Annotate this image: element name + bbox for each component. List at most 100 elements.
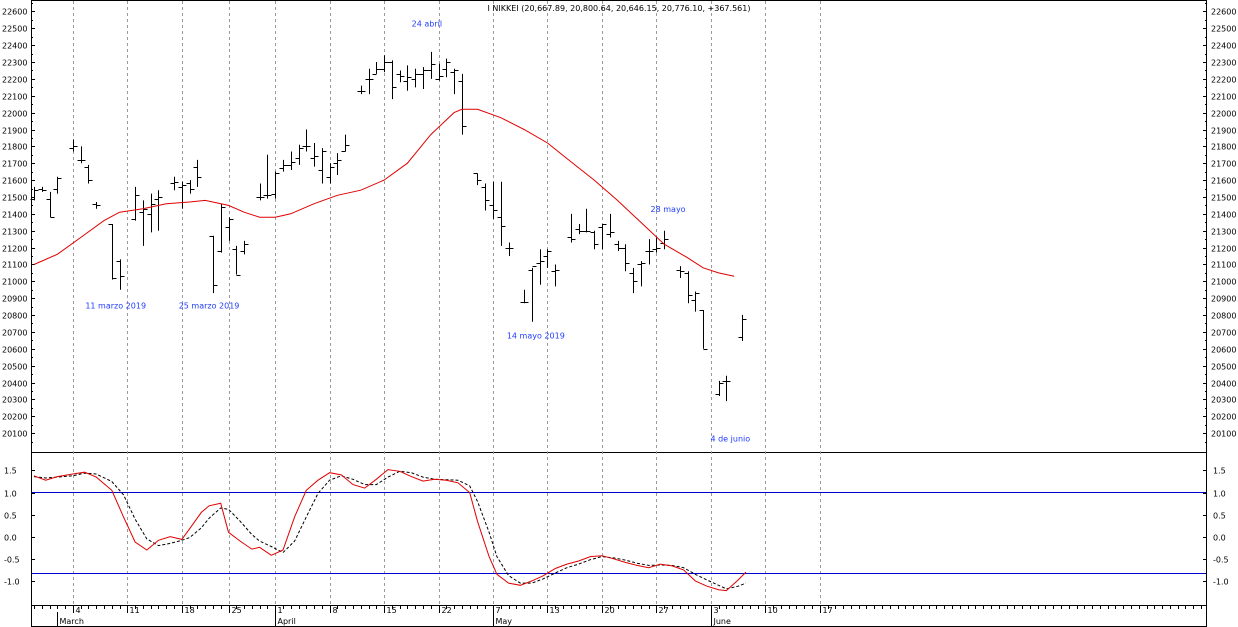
y-tick-label-left: 21600 bbox=[2, 177, 27, 186]
y-tick-label-right: 20200 bbox=[1211, 413, 1236, 422]
y-tick-label-right: 22200 bbox=[1211, 76, 1236, 85]
y-tick-label-right: 22100 bbox=[1211, 93, 1236, 102]
x-tick-label: 20 bbox=[605, 606, 615, 615]
y-tick-label-right: 21900 bbox=[1211, 127, 1236, 136]
y-tick-label-left: 21200 bbox=[2, 245, 27, 254]
month-label: March bbox=[60, 617, 84, 626]
y-tick-label-left: 20200 bbox=[2, 413, 27, 422]
y-tick-label-left: 22500 bbox=[2, 25, 27, 34]
moving-average-line bbox=[33, 108, 735, 277]
y-tick-label-right: 21800 bbox=[1211, 143, 1236, 152]
y-tick-label-left: 22400 bbox=[2, 42, 27, 51]
y-tick-label-right: 21700 bbox=[1211, 160, 1236, 169]
y-tick-label-right: 21500 bbox=[1211, 194, 1236, 203]
x-tick-label: 8 bbox=[333, 606, 338, 615]
y-tick-label-right: 20100 bbox=[1211, 430, 1236, 439]
x-tick-label: 1 bbox=[278, 606, 283, 615]
annotation-label: 28 mayo bbox=[651, 205, 686, 214]
y-tick-label-left: 22300 bbox=[2, 59, 27, 68]
y-tick-label-right: 22000 bbox=[1211, 110, 1236, 119]
osc-tick-label-right: 1.0 bbox=[1213, 490, 1226, 499]
y-tick-label-right: 22500 bbox=[1211, 25, 1236, 34]
y-tick-label-left: 20300 bbox=[2, 396, 27, 405]
y-tick-label-right: 20400 bbox=[1211, 380, 1236, 389]
y-tick-label-left: 20400 bbox=[2, 380, 27, 389]
x-tick-label: 15 bbox=[387, 606, 397, 615]
y-tick-label-right: 21600 bbox=[1211, 177, 1236, 186]
osc-tick-label-right: -0.5 bbox=[1213, 556, 1229, 565]
y-tick-label-left: 22200 bbox=[2, 76, 27, 85]
x-tick-label: 25 bbox=[232, 606, 242, 615]
y-tick-label-right: 20600 bbox=[1211, 346, 1236, 355]
y-tick-label-left: 21500 bbox=[2, 194, 27, 203]
osc-tick-label-left: 1.0 bbox=[4, 490, 17, 499]
price-panel-frame bbox=[31, 0, 1207, 453]
osc-tick-label-left: 0.5 bbox=[4, 512, 17, 521]
annotation-label: 24 abril bbox=[412, 20, 442, 29]
oscillator-y-axis: -1.0 -1.0 -0.5 -0.5 0.0 0.0 0.5 0.5 1.0 1.0 1.5 1.5 bbox=[4, 467, 1229, 587]
y-tick-label-right: 20900 bbox=[1211, 295, 1236, 304]
annotation-label: 14 mayo 2019 bbox=[507, 332, 565, 341]
osc-tick-label-left: 0.0 bbox=[4, 534, 17, 543]
osc-tick-label-left: -1.0 bbox=[4, 578, 20, 587]
osc-tick-label-right: -1.0 bbox=[1213, 578, 1229, 587]
y-tick-label-right: 20300 bbox=[1211, 396, 1236, 405]
chart-title: I NIKKEI (20,667.89, 20,800.64, 20,646.1… bbox=[488, 4, 751, 13]
month-label: May bbox=[496, 617, 513, 626]
y-tick-label-left: 21900 bbox=[2, 127, 27, 136]
y-tick-label-right: 22300 bbox=[1211, 59, 1236, 68]
y-tick-label-left: 21700 bbox=[2, 160, 27, 169]
annotations: 11 marzo 2019 25 marzo 2019 24 abril 14 may… bbox=[85, 20, 750, 444]
oscillator-signal-line bbox=[33, 470, 747, 590]
x-tick-label: 18 bbox=[185, 606, 195, 615]
y-tick-label-left: 21100 bbox=[2, 261, 27, 270]
y-tick-label-left: 20500 bbox=[2, 363, 27, 372]
y-tick-label-right: 21100 bbox=[1211, 261, 1236, 270]
y-tick-label-right: 20800 bbox=[1211, 312, 1236, 321]
oscillator-panel-frame bbox=[31, 452, 1207, 606]
ohlc-bars bbox=[30, 51, 747, 402]
x-tick-label: 3 bbox=[714, 606, 719, 615]
annotation-label: 4 de junio bbox=[710, 435, 750, 444]
vertical-grid bbox=[73, 1, 821, 605]
y-tick-label-left: 21000 bbox=[2, 278, 27, 287]
y-tick-label-right: 21200 bbox=[1211, 245, 1236, 254]
y-tick-label-right: 21400 bbox=[1211, 211, 1236, 220]
y-tick-label-left: 21300 bbox=[2, 228, 27, 237]
y-tick-label-left: 20700 bbox=[2, 329, 27, 338]
y-tick-label-left: 22000 bbox=[2, 110, 27, 119]
oscillator-threshold-lines bbox=[32, 492, 1206, 574]
y-tick-label-left: 22100 bbox=[2, 93, 27, 102]
x-tick-label: 17 bbox=[823, 606, 833, 615]
price-y-axis: 20100 20100 20200 20200 20300 20300 20400 20400… bbox=[2, 3, 1236, 443]
y-tick-label-left: 20100 bbox=[2, 430, 27, 439]
month-label: April bbox=[278, 617, 296, 626]
y-tick-label-left: 20600 bbox=[2, 346, 27, 355]
y-tick-label-right: 22600 bbox=[1211, 8, 1236, 17]
y-tick-label-right: 20500 bbox=[1211, 363, 1236, 372]
y-tick-label-right: 22400 bbox=[1211, 42, 1236, 51]
osc-tick-label-left: -0.5 bbox=[4, 556, 20, 565]
x-tick-label: 13 bbox=[550, 606, 560, 615]
y-tick-label-left: 20900 bbox=[2, 295, 27, 304]
y-tick-label-left: 22600 bbox=[2, 8, 27, 17]
x-tick-label: 4 bbox=[76, 606, 81, 615]
month-label: June bbox=[713, 617, 732, 626]
y-tick-label-right: 20700 bbox=[1211, 329, 1236, 338]
x-tick-label: 10 bbox=[768, 606, 778, 615]
oscillator-main-line bbox=[33, 469, 747, 592]
annotation-label: 11 marzo 2019 bbox=[85, 301, 146, 310]
osc-tick-label-right: 0.0 bbox=[1213, 534, 1226, 543]
osc-tick-label-left: 1.5 bbox=[4, 467, 17, 476]
y-tick-label-left: 20800 bbox=[2, 312, 27, 321]
annotation-label: 25 marzo 2019 bbox=[179, 301, 240, 310]
y-tick-label-left: 21800 bbox=[2, 143, 27, 152]
y-tick-label-right: 21300 bbox=[1211, 228, 1236, 237]
y-tick-label-right: 21000 bbox=[1211, 278, 1236, 287]
osc-tick-label-right: 0.5 bbox=[1213, 512, 1226, 521]
y-tick-label-left: 21400 bbox=[2, 211, 27, 220]
x-tick-label: 22 bbox=[442, 606, 452, 615]
osc-tick-label-right: 1.5 bbox=[1213, 467, 1226, 476]
